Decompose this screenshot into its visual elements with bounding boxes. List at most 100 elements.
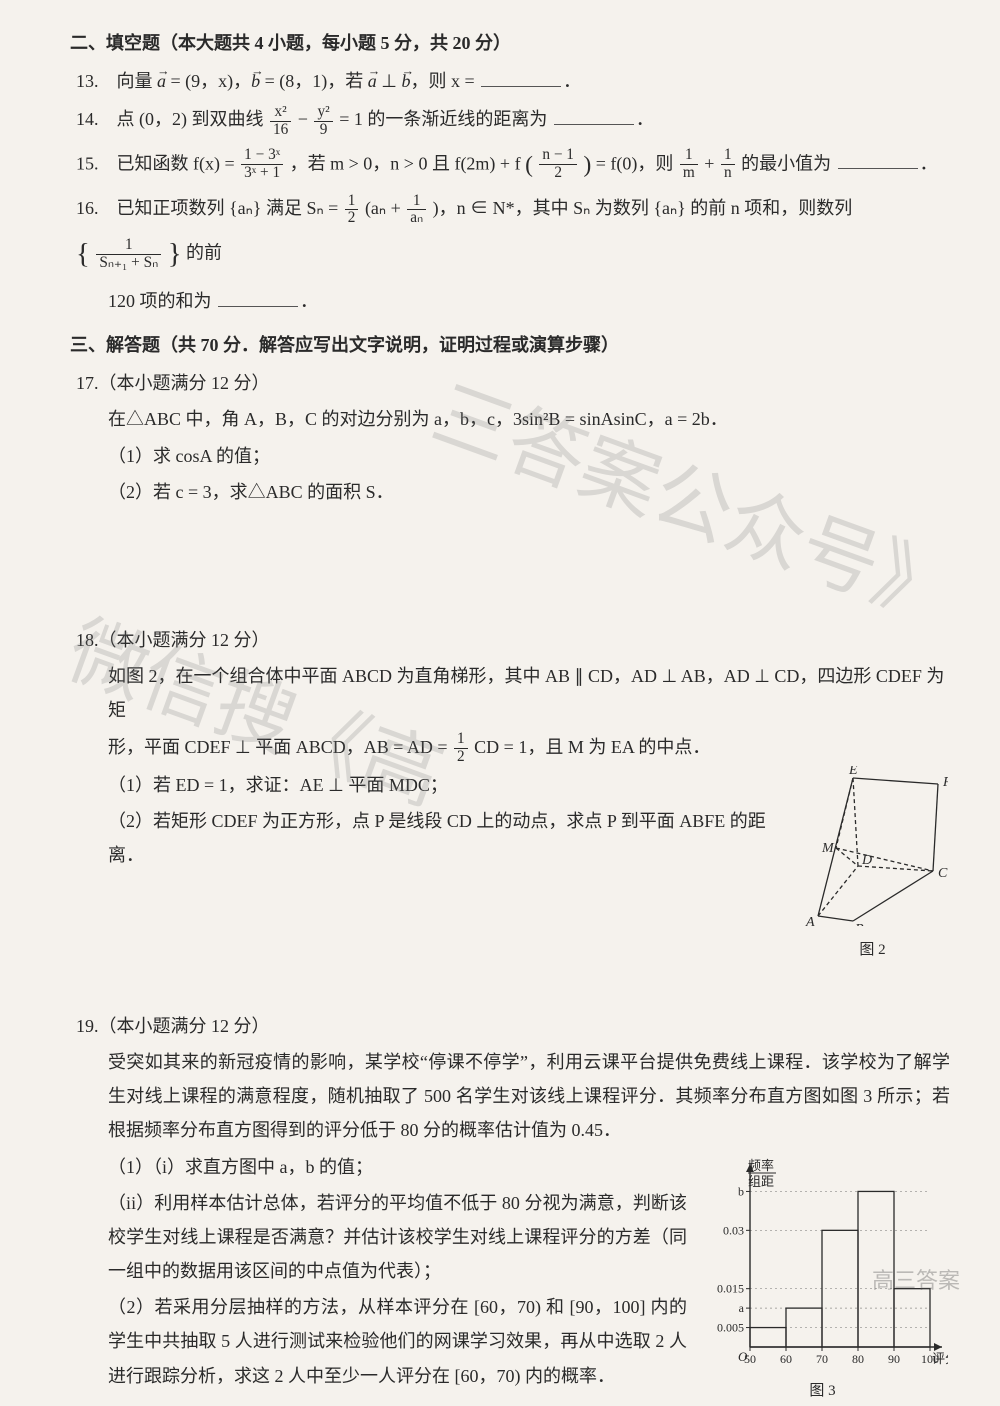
- question-18-header: 18.（本小题满分 12 分）: [70, 623, 950, 657]
- svg-text:0.005: 0.005: [717, 1320, 744, 1334]
- q15-frac4-d: n: [721, 165, 735, 182]
- q19-line1: 受突如其来的新冠疫情的影响，某学校“停课不停学”，利用云课平台提供免费线上课程．…: [70, 1045, 950, 1148]
- q16-frac2: 1aₙ: [407, 193, 426, 228]
- svg-text:组距: 组距: [748, 1174, 774, 1189]
- q15-text-d: +: [704, 153, 719, 173]
- svg-text:90: 90: [888, 1352, 900, 1366]
- svg-text:a: a: [738, 1301, 744, 1315]
- svg-text:0.03: 0.03: [723, 1223, 744, 1237]
- q15-text-a: 15. 已知函数 f(x) =: [76, 153, 239, 173]
- q15-text-c: = f(0)，则: [596, 153, 678, 173]
- section-3-header: 三、解答题（共 70 分．解答应写出文字说明，证明过程或演算步骤）: [70, 328, 950, 362]
- q16-frac1-d: 2: [345, 210, 359, 227]
- q14-frac2-d: 9: [314, 122, 332, 139]
- q17-line2: （1）求 cosA 的值；: [70, 439, 950, 473]
- q15-frac4-n: 1: [721, 147, 735, 165]
- svg-text:C: C: [938, 866, 948, 881]
- q16-frac2-n: 1: [407, 193, 426, 211]
- question-16-cont: 120 项的和为 ．: [70, 284, 950, 318]
- q13-text-d: ⊥: [377, 71, 402, 91]
- q15-frac1-d: 3ˣ + 1: [241, 165, 283, 182]
- q13-text-f: ．: [563, 71, 581, 91]
- section-2-header: 二、填空题（本大题共 4 小题，每小题 5 分，共 20 分）: [70, 26, 950, 60]
- q13-text-a: 13. 向量: [76, 71, 157, 91]
- svg-text:0.015: 0.015: [717, 1281, 744, 1295]
- q15-frac2: n − 12: [539, 147, 577, 182]
- q16-blank: [218, 289, 298, 307]
- q14-text-b: −: [298, 109, 313, 129]
- q15-frac4: 1n: [721, 147, 735, 182]
- q18-text-1b: 形，平面 CDEF ⊥ 平面 ABCD，AB = AD =: [108, 737, 452, 757]
- svg-text:F: F: [942, 775, 948, 790]
- question-15: 15. 已知函数 f(x) = 1 − 3ˣ3ˣ + 1 ，若 m > 0，n …: [70, 143, 950, 187]
- vec-b: b: [251, 71, 260, 91]
- q18-line1b: 形，平面 CDEF ⊥ 平面 ABCD，AB = AD = 12 CD = 1，…: [70, 730, 950, 766]
- q16-frac2-d: aₙ: [407, 210, 426, 227]
- question-17-header: 17.（本小题满分 12 分）: [70, 366, 950, 400]
- q14-text-a: 14. 点 (0，2) 到双曲线: [76, 109, 268, 129]
- svg-text:60: 60: [780, 1352, 792, 1366]
- svg-text:b: b: [738, 1184, 744, 1198]
- figure-2: ABCDEFM 图 2: [795, 766, 950, 965]
- svg-text:O: O: [738, 1349, 748, 1364]
- q14-blank: [554, 107, 634, 125]
- q16-brace-n: 1: [96, 237, 161, 255]
- q15-text-e: 的最小值为: [741, 153, 836, 173]
- vec-a: a: [157, 71, 166, 91]
- q13-text-c: = (8，1)，若: [260, 71, 368, 91]
- q13-text-b: = (9，x)，: [166, 71, 251, 91]
- vec-a2: a: [368, 71, 377, 91]
- figure-3-caption: 图 3: [695, 1377, 950, 1406]
- q14-frac1-d: 16: [270, 122, 291, 139]
- question-14: 14. 点 (0，2) 到双曲线 x²16 − y²9 = 1 的一条渐近线的距…: [70, 102, 950, 138]
- svg-text:B: B: [855, 922, 864, 926]
- q16-frac1-n: 1: [345, 193, 359, 211]
- q15-frac2-n: n − 1: [539, 147, 577, 165]
- svg-text:频率: 频率: [748, 1158, 774, 1173]
- rbrace-icon: }: [168, 238, 182, 270]
- q15-frac1-n: 1 − 3ˣ: [241, 147, 283, 165]
- svg-text:A: A: [805, 915, 815, 926]
- q18-text-1c: CD = 1，且 M 为 EA 的中点．: [474, 737, 710, 757]
- q16-brace-d: Sₙ₊₁ + Sₙ: [96, 255, 161, 272]
- q15-text-b: ，若 m > 0，n > 0 且 f(2m) + f: [290, 153, 521, 173]
- q15-lparen: (: [525, 152, 533, 178]
- q14-frac1: x²16: [270, 104, 291, 139]
- q15-frac2-d: 2: [539, 165, 577, 182]
- q15-frac3: 1m: [680, 147, 698, 182]
- q15-frac3-n: 1: [680, 147, 698, 165]
- figure-2-svg: ABCDEFM: [798, 766, 948, 926]
- q14-text-d: ．: [636, 109, 654, 129]
- q16-frac1: 12: [345, 193, 359, 228]
- q14-text-c: = 1 的一条渐近线的距离为: [339, 109, 552, 129]
- q16-text-a: 16. 已知正项数列 {aₙ} 满足 Sₙ =: [76, 198, 343, 218]
- svg-text:M: M: [821, 841, 835, 856]
- lbrace-icon: {: [76, 238, 90, 270]
- q14-frac2-n: y²: [314, 104, 332, 122]
- question-19-header: 19.（本小题满分 12 分）: [70, 1009, 950, 1043]
- q15-frac3-d: m: [680, 165, 698, 182]
- q16-brace: { 1Sₙ₊₁ + Sₙ }: [76, 227, 182, 282]
- q15-text-f: ．: [920, 153, 938, 173]
- svg-text:E: E: [848, 766, 858, 778]
- q17-line1: 在△ABC 中，角 A，B，C 的对边分别为 a，b，c，3sin²B = si…: [70, 402, 950, 436]
- q14-frac2: y²9: [314, 104, 332, 139]
- q17-line3: （2）若 c = 3，求△ABC 的面积 S．: [70, 475, 950, 509]
- q16-text-e: 120 项的和为: [108, 291, 216, 311]
- bottom-watermark: 高三答案: [872, 1260, 960, 1302]
- q16-text-b: (aₙ +: [365, 198, 405, 218]
- q16-brace-frac: 1Sₙ₊₁ + Sₙ: [96, 237, 161, 272]
- svg-text:70: 70: [816, 1352, 828, 1366]
- q13-blank: [481, 69, 561, 87]
- vec-b2: b: [401, 71, 410, 91]
- question-16: 16. 已知正项数列 {aₙ} 满足 Sₙ = 12 (aₙ + 1aₙ )，n…: [70, 191, 950, 282]
- q18-frac: 12: [454, 731, 468, 766]
- q16-text-f: ．: [300, 291, 318, 311]
- q13-text-e: ，则 x =: [410, 71, 479, 91]
- question-13: 13. 向量 a = (9，x)，b = (8，1)，若 a ⊥ b，则 x =…: [70, 64, 950, 98]
- q16-text-c: )，n ∈ N*，其中 Sₙ 为数列 {aₙ} 的前 n 项和，则数列: [433, 198, 853, 218]
- figure-3-svg: 0.005a0.0150.03b5060708090100评分频率组距O: [698, 1152, 948, 1367]
- q16-text-d: 的前: [186, 243, 222, 263]
- q15-frac1: 1 − 3ˣ3ˣ + 1: [241, 147, 283, 182]
- figure-2-caption: 图 2: [795, 936, 950, 965]
